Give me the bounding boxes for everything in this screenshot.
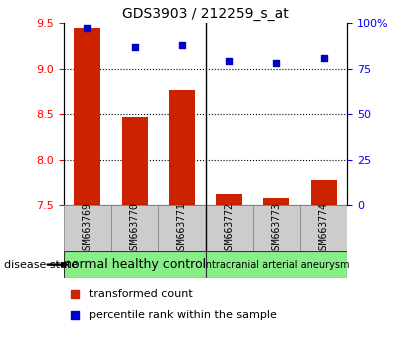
Text: transformed count: transformed count [89,289,193,299]
Text: GSM663773: GSM663773 [271,202,282,255]
FancyBboxPatch shape [64,205,111,251]
FancyBboxPatch shape [300,205,347,251]
Title: GDS3903 / 212259_s_at: GDS3903 / 212259_s_at [122,7,289,21]
Text: intracranial arterial aneurysm: intracranial arterial aneurysm [203,259,350,270]
FancyBboxPatch shape [158,205,206,251]
Bar [311,180,337,354]
FancyBboxPatch shape [253,205,300,251]
FancyBboxPatch shape [64,251,206,278]
Bar [74,28,100,354]
Text: GSM663770: GSM663770 [129,202,140,255]
Bar [122,117,148,354]
Point [273,60,279,66]
Bar [263,198,289,354]
Point [178,42,185,48]
Bar [169,91,195,354]
Point [72,312,79,318]
Text: GSM663772: GSM663772 [224,202,234,255]
Text: GSM663769: GSM663769 [82,202,92,255]
Point [132,44,138,50]
FancyBboxPatch shape [206,205,253,251]
FancyBboxPatch shape [111,205,158,251]
Point [226,58,233,64]
Text: normal healthy control: normal healthy control [64,258,206,271]
Point [321,55,327,61]
FancyBboxPatch shape [206,251,347,278]
Text: disease state: disease state [4,259,78,270]
Text: GSM663774: GSM663774 [319,202,329,255]
Text: GSM663771: GSM663771 [177,202,187,255]
Text: percentile rank within the sample: percentile rank within the sample [89,309,277,320]
Point [72,291,79,297]
Point [84,25,90,31]
Bar [216,194,242,354]
